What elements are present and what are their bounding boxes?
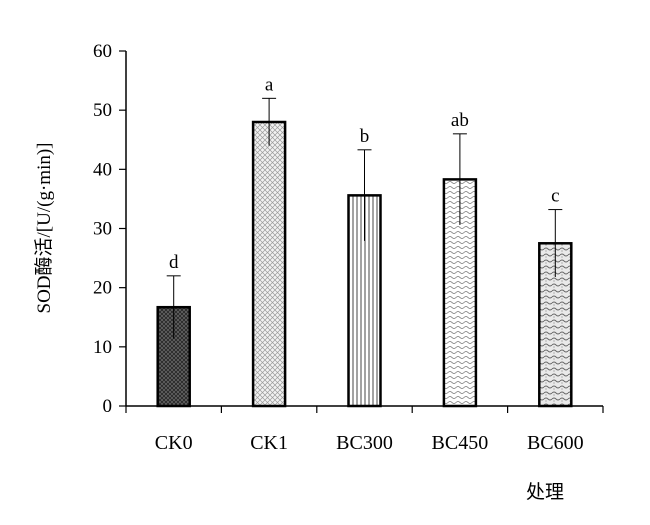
category-labels: CK0 CK1 BC300 BC450 BC600 — [155, 432, 584, 454]
category-label-ck1: CK1 — [250, 432, 288, 454]
error-bars — [166, 97, 563, 339]
y-tick-label: 60 — [93, 41, 112, 62]
category-label-bc300: BC300 — [336, 432, 393, 454]
bars — [156, 120, 573, 408]
x-ticks — [125, 406, 604, 413]
y-tick-label: 20 — [93, 278, 112, 299]
y-axis-label: SOD酶活/[U/(g·min)] — [33, 143, 55, 314]
significance-letter-ck0: d — [169, 252, 179, 273]
significance-letter-bc450: ab — [451, 110, 469, 131]
y-ticks: 0 10 20 30 40 50 60 — [93, 41, 126, 417]
y-tick-label: 10 — [93, 337, 112, 358]
category-label-bc600: BC600 — [527, 432, 584, 454]
significance-letter-bc600: c — [551, 186, 559, 207]
y-tick-label: 0 — [103, 396, 113, 417]
category-label-ck0: CK0 — [155, 432, 193, 454]
significance-letter-bc300: b — [360, 126, 370, 147]
x-axis-label: 处理 — [526, 481, 564, 503]
significance-letter-ck1: a — [265, 74, 274, 95]
y-tick-label: 30 — [93, 219, 112, 240]
y-tick-label: 50 — [93, 100, 112, 121]
bar-ck1 — [251, 120, 287, 408]
category-label-bc450: BC450 — [432, 432, 489, 454]
y-tick-label: 40 — [93, 159, 112, 180]
